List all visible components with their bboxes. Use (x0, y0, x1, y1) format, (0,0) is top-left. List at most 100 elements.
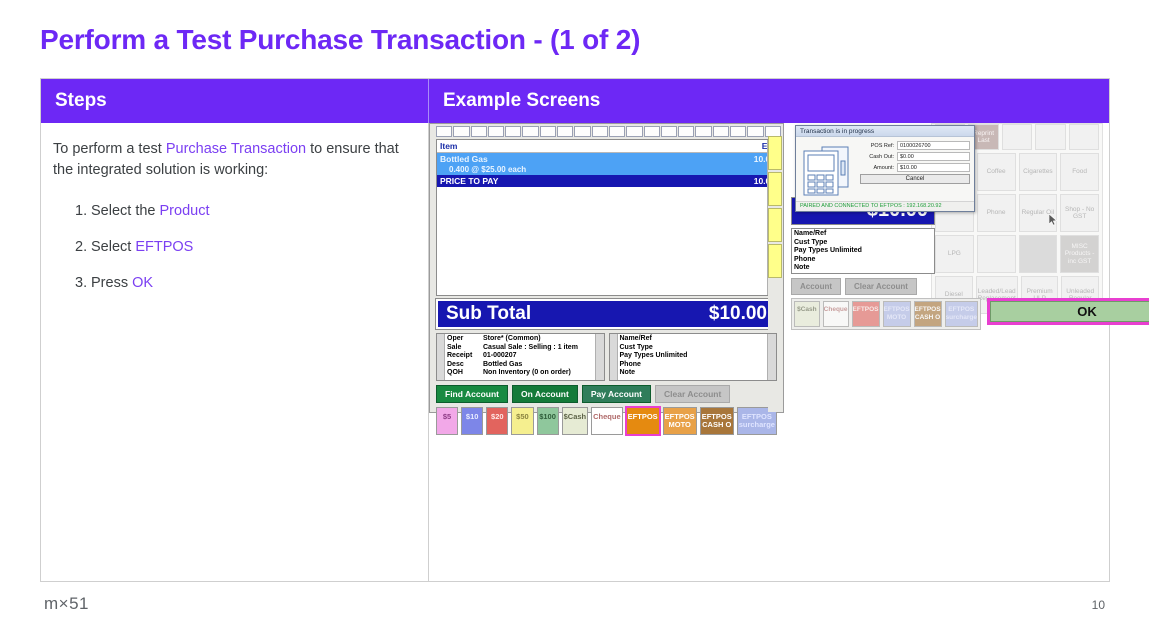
tab-box[interactable] (505, 126, 522, 137)
detail-row: Receipt 01-000207 (447, 352, 593, 361)
keypad-button[interactable]: MISC Products - inc GST (1060, 235, 1099, 273)
tab-box[interactable] (660, 126, 678, 137)
tab-box[interactable] (678, 126, 695, 137)
ok-button[interactable]: OK (990, 301, 1149, 322)
mouse-cursor-icon (1048, 213, 1058, 226)
tender-button[interactable]: EFTPOS MOTO (662, 407, 697, 435)
tab-box[interactable] (557, 126, 574, 137)
keypad-button[interactable] (1035, 124, 1066, 150)
pos-screenshot-primary: Item Ext Bottled Gas 10.00 0.400 @ $25.0… (429, 123, 784, 436)
detail-key: Name/Ref (794, 230, 827, 237)
detail-key: Note (619, 369, 636, 377)
tender-button[interactable]: $Cash (794, 301, 820, 327)
intro-part2: to ensure that the integrated solution i… (53, 141, 399, 179)
sidebar-button[interactable] (768, 172, 782, 206)
tender-button[interactable]: EFTPOS MOTO (882, 301, 911, 327)
tender-button[interactable]: $10 (461, 407, 484, 435)
tender-button[interactable]: $50 (511, 407, 534, 435)
tender-button-row: $5 $10 $20 $50 $100 $Cash Cheque EFTPOS EFTPOS M… (436, 406, 777, 436)
detail-key: Sale (447, 343, 462, 351)
pos-screenshot-secondary: Reprint LastGasCoffeeCigarettesFoodPhone… (791, 123, 1149, 330)
keypad-button[interactable]: Regular Oil (1018, 194, 1058, 232)
detail-value: Casual Sale : Selling : 1 item (483, 343, 578, 351)
tender-button[interactable]: $100 (536, 407, 559, 435)
detail-row: Phone (620, 361, 766, 370)
keypad-button[interactable] (1001, 124, 1033, 150)
tab-box[interactable] (470, 126, 487, 137)
tab-box[interactable] (730, 126, 747, 137)
account-button[interactable]: Pay Account (581, 385, 652, 403)
tab-box[interactable] (487, 126, 505, 137)
sidebar-button[interactable] (768, 208, 782, 242)
tender-button[interactable]: Cheque (591, 407, 623, 435)
step-text: Select the Product (91, 203, 414, 219)
keypad-button[interactable]: Shop - No GST (1060, 194, 1099, 232)
item-ext: 10.00 (753, 154, 775, 164)
detail-row: Note (620, 369, 766, 378)
tender-button[interactable]: $5 (436, 407, 459, 435)
sidebar-button[interactable] (768, 136, 782, 170)
panel-scroll-left[interactable] (437, 334, 445, 380)
sub-total-label: Sub Total (446, 303, 532, 324)
tab-box[interactable] (747, 126, 764, 137)
item-row-subtext: 0.400 @ $25.00 each (437, 165, 778, 175)
intro-paragraph: To perform a test Purchase Transaction t… (53, 139, 414, 181)
panel-scroll-left[interactable] (609, 334, 618, 380)
tab-box[interactable] (626, 126, 643, 137)
item-row-selected[interactable]: Bottled Gas 10.00 (437, 153, 778, 165)
ok-button-highlight: OK (987, 298, 1149, 325)
keypad-button[interactable]: Cigarettes (1018, 153, 1058, 191)
step-label: Select the (91, 203, 160, 220)
step-item: 2. Select EFTPOS (53, 239, 414, 255)
tab-box[interactable] (712, 126, 730, 137)
tab-box[interactable] (695, 126, 712, 137)
tender-button[interactable]: $20 (486, 407, 509, 435)
keypad-button[interactable] (1068, 124, 1100, 150)
detail-value: Unlimited (830, 247, 862, 255)
table-header-row: Steps Example Screens (41, 79, 1109, 123)
tender-button[interactable]: EFTPOS (624, 406, 661, 436)
account-button-row-secondary: Account Clear Account (791, 278, 917, 295)
step-item: 1. Select the Product (53, 203, 414, 219)
tender-button[interactable]: EFTPOS surcharge (944, 301, 978, 327)
tab-box[interactable] (608, 126, 626, 137)
tab-box[interactable] (643, 126, 660, 137)
sub-total-bar: Sub Total $10.00 (435, 298, 778, 330)
tender-button[interactable]: Cheque (822, 301, 849, 327)
dialog-field: Cash Out: $0.00 (860, 152, 970, 161)
tab-box[interactable] (574, 126, 591, 137)
tender-button[interactable]: EFTPOS (851, 301, 880, 327)
keypad-button[interactable] (1018, 235, 1058, 273)
price-to-pay-row: PRICE TO PAY 10.00 (437, 175, 778, 187)
dialog-field: POS Ref: 0100026700 (860, 141, 970, 150)
detail-key: Oper (447, 335, 464, 342)
sidebar-button[interactable] (768, 244, 782, 278)
tender-button[interactable]: EFTPOS CASH O (699, 407, 734, 435)
tender-button[interactable]: $Cash (561, 407, 589, 435)
account-button: Account (791, 278, 841, 295)
tab-box[interactable] (591, 126, 608, 137)
detail-value (830, 264, 932, 273)
panel-scroll-right[interactable] (767, 334, 776, 380)
account-button[interactable]: On Account (511, 385, 578, 403)
dialog-field-label: Cash Out: (869, 153, 894, 160)
keypad-button[interactable]: Food (1060, 153, 1099, 191)
tab-box[interactable] (522, 126, 539, 137)
keypad-button[interactable]: Coffee (976, 153, 1016, 191)
tab-box[interactable] (436, 126, 453, 137)
keypad-button[interactable] (976, 235, 1016, 273)
account-button[interactable]: Find Account (436, 385, 508, 403)
keypad-button[interactable]: LPG (935, 235, 974, 273)
detail-value (656, 344, 766, 353)
panel-scroll-right[interactable] (594, 334, 604, 380)
detail-value: Unlimited (655, 352, 688, 360)
column-header-item: Item (440, 141, 458, 151)
tab-box[interactable] (539, 126, 557, 137)
cancel-button[interactable]: Cancel (860, 174, 970, 184)
step-number: 1. (75, 203, 88, 220)
tab-box[interactable] (453, 126, 470, 137)
dialog-field-value: $10.00 (897, 163, 970, 172)
keypad-button[interactable]: Phone (976, 194, 1016, 232)
tender-button[interactable]: EFTPOS CASH O (913, 301, 942, 327)
